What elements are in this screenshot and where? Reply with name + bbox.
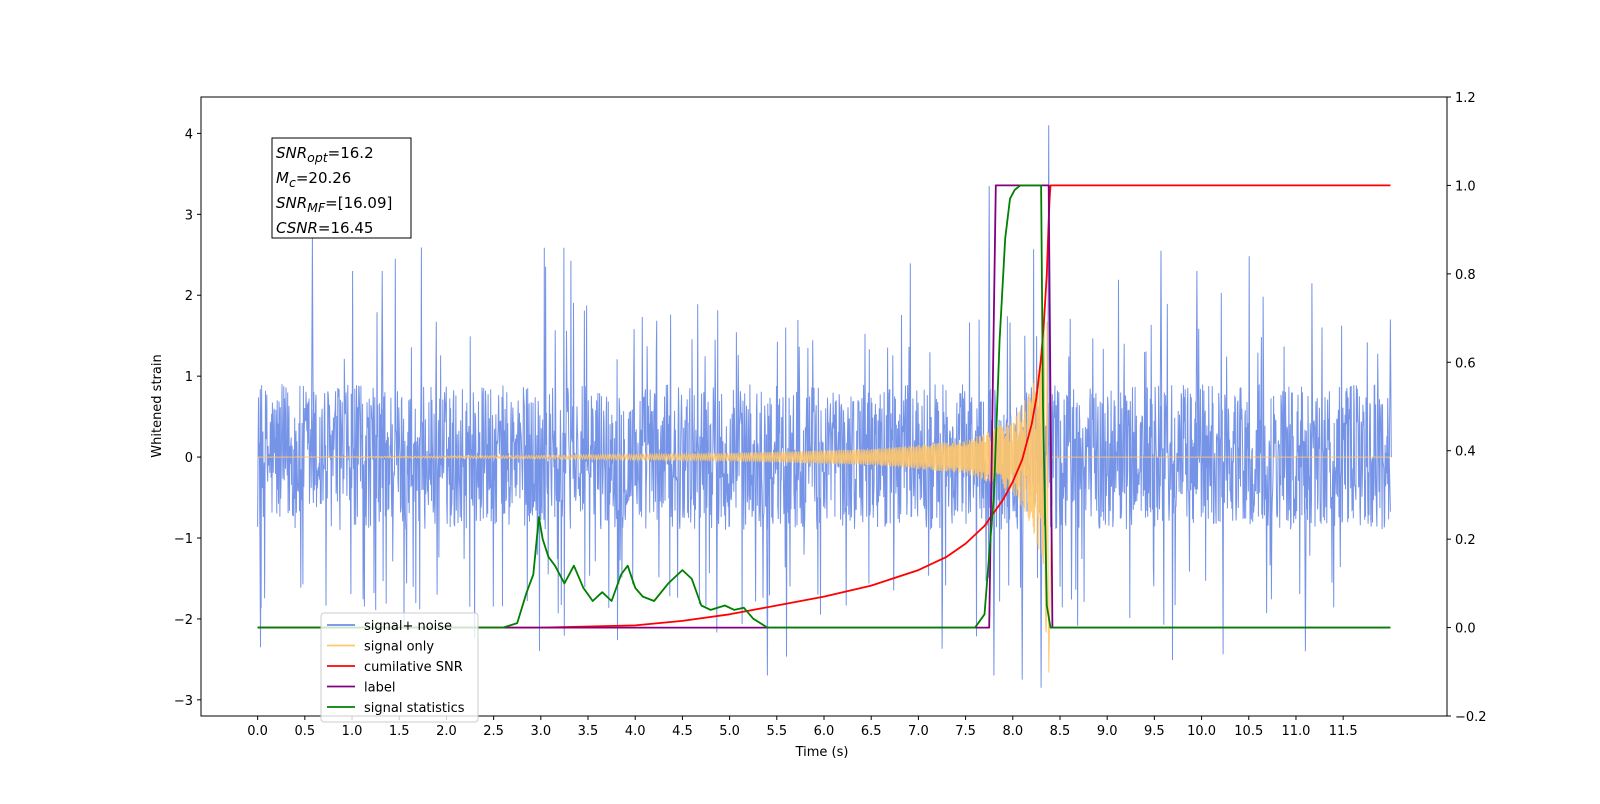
x-tick-label: 10.5 — [1234, 724, 1263, 739]
x-tick-label: 5.0 — [719, 724, 740, 739]
y-axis-left-label: Whitened strain — [150, 354, 165, 457]
y-right-tick-label: 0.6 — [1455, 356, 1476, 371]
x-tick-label: 2.0 — [436, 724, 457, 739]
x-tick-label: 3.5 — [578, 724, 599, 739]
y-left-tick-label: −1 — [174, 532, 193, 547]
x-tick-label: 9.5 — [1144, 724, 1165, 739]
x-axis-label: Time (s) — [795, 745, 849, 760]
x-tick-label: 6.0 — [814, 724, 835, 739]
x-tick-label: 4.5 — [672, 724, 693, 739]
annotation-line: SNRMF=[16.09] — [276, 194, 393, 215]
series-cumilative-snr — [257, 184, 1391, 629]
x-axis: 0.0 0.5 1.0 1.5 2.0 2.5 3.0 3.5 4.0 4.5 5.0 5.5 6.0 6… — [247, 716, 1358, 739]
y-left-tick-label: 0 — [185, 451, 193, 466]
y-left-tick-label: −3 — [174, 694, 193, 709]
x-tick-label: 6.5 — [861, 724, 882, 739]
series-signal-statistics — [257, 184, 1391, 629]
x-tick-label: 10.0 — [1187, 724, 1216, 739]
y-left-tick-label: −2 — [174, 613, 193, 628]
x-tick-label: 1.0 — [342, 724, 363, 739]
annotation-box-frame — [271, 137, 412, 239]
legend-label: cumilative SNR — [364, 660, 463, 675]
x-tick-label: 7.5 — [955, 724, 976, 739]
legend-label: signal only — [364, 640, 434, 655]
y-right-tick-label: 1.2 — [1455, 91, 1476, 106]
annotation-line: SNRopt=16.2 — [276, 144, 374, 165]
annotation-line: Mc=20.26 — [276, 169, 352, 190]
x-tick-label: 3.0 — [530, 724, 551, 739]
x-tick-label: 8.0 — [1002, 724, 1023, 739]
y-left-tick-label: 3 — [185, 208, 193, 223]
series-signal-only — [257, 308, 1391, 673]
x-tick-label: 0.0 — [247, 724, 268, 739]
y-axis-left: −3 −2 −1 0 1 2 3 4 — [174, 127, 201, 709]
x-tick-label: 9.0 — [1097, 724, 1118, 739]
annotation-line: CSNR=16.45 — [276, 219, 374, 237]
y-right-tick-label: 0.8 — [1455, 268, 1476, 283]
x-tick-label: 2.5 — [483, 724, 504, 739]
legend-label: label — [364, 681, 395, 696]
y-right-tick-label: 1.0 — [1455, 179, 1476, 194]
legend: signal+ noise signal only cumilative SNR la… — [320, 612, 479, 723]
legend-label: signal statistics — [364, 701, 465, 716]
x-tick-label: 5.5 — [766, 724, 787, 739]
y-left-tick-label: 1 — [185, 370, 193, 385]
y-right-tick-label: 0.2 — [1455, 533, 1476, 548]
y-right-tick-label: −0.2 — [1455, 710, 1487, 725]
y-right-tick-label: 0.4 — [1455, 445, 1476, 460]
annotation-box-content: SNRopt=16.2 Mc=20.26 SNRMF=[16.09] CSNR=16.… — [276, 144, 393, 237]
series-layer — [257, 125, 1392, 688]
x-tick-label: 0.5 — [294, 724, 315, 739]
y-right-tick-label: 0.0 — [1455, 622, 1476, 637]
x-tick-label: 7.0 — [908, 724, 929, 739]
y-axis-right: −0.2 0.0 0.2 0.4 0.6 0.8 1.0 1.2 — [1447, 91, 1487, 725]
x-tick-label: 11.5 — [1329, 724, 1358, 739]
legend-frame — [320, 612, 479, 723]
x-tick-label: 4.0 — [625, 724, 646, 739]
y-left-tick-label: 2 — [185, 289, 193, 304]
annotation-box: SNRopt=16.2 Mc=20.26 SNRMF=[16.09] CSNR=16.… — [271, 137, 412, 239]
legend-label: signal+ noise — [364, 619, 452, 634]
x-tick-label: 11.0 — [1281, 724, 1310, 739]
x-tick-label: 8.5 — [1050, 724, 1071, 739]
y-left-tick-label: 4 — [185, 127, 193, 142]
x-tick-label: 1.5 — [389, 724, 410, 739]
